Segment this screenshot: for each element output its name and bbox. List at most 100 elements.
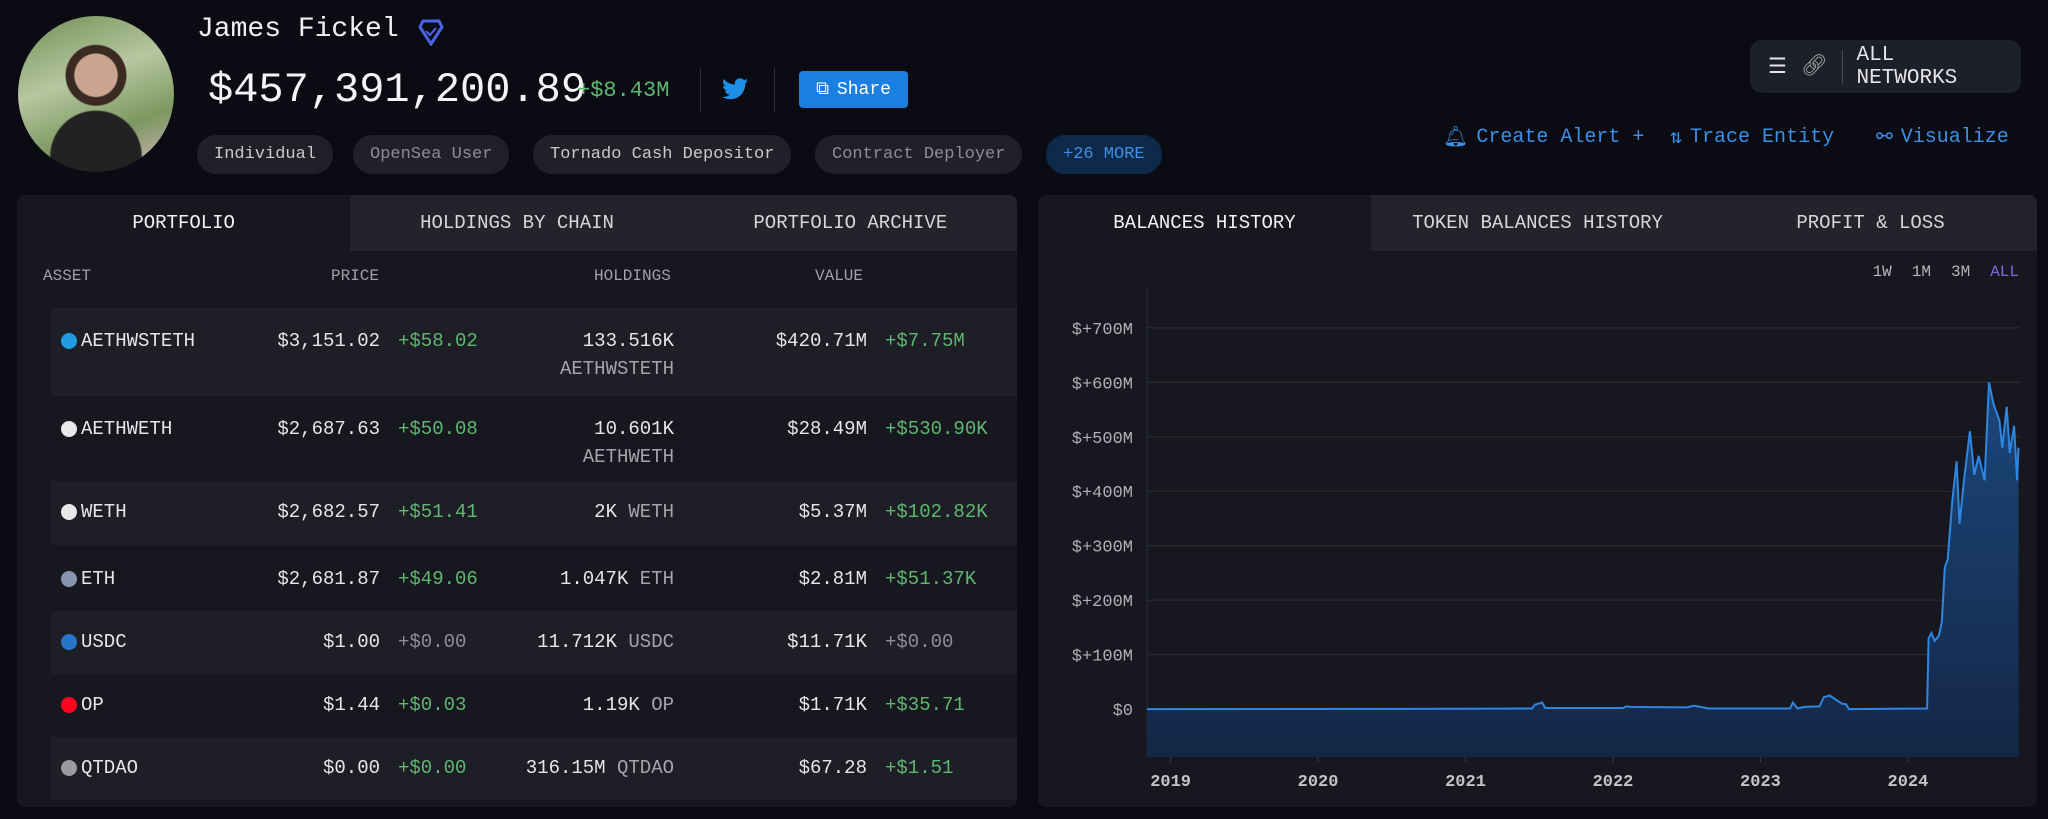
y-tick-label: $+500M — [1072, 430, 1133, 449]
trace-icon: ⇅ — [1670, 127, 1683, 150]
tag-individual[interactable]: Individual — [197, 135, 334, 174]
value: $5.37M — [798, 501, 867, 523]
holdings: 2K WETH — [594, 501, 674, 523]
trace-entity-button[interactable]: ⇅ Trace Entity — [1670, 124, 1835, 151]
divider — [700, 68, 701, 112]
visualize-button[interactable]: ⚯ Visualize — [1876, 124, 2009, 151]
filter-icon[interactable]: ☰ — [1768, 56, 1787, 80]
create-alert-label: Create Alert + — [1476, 125, 1645, 149]
holdings-unit: QTDAO — [616, 757, 674, 779]
y-tick-label: $+600M — [1072, 375, 1133, 394]
table-row[interactable]: WETH $2,682.57 +$51.41 2K WETH $5.37M +$102.8… — [51, 481, 1017, 545]
divider — [1841, 49, 1843, 84]
asset-name: ETH — [81, 568, 116, 590]
price-change: +$49.06 — [398, 568, 478, 590]
range-1m[interactable]: 1M — [1911, 263, 1931, 281]
tab-profit-loss[interactable]: PROFIT & LOSS — [1704, 195, 2037, 251]
holdings-unit: WETH — [628, 501, 674, 523]
y-tick-label: $0 — [1113, 702, 1133, 721]
share-button[interactable]: ⧉ Share — [799, 71, 908, 108]
value: $11.71K — [787, 631, 867, 653]
qtdao-icon — [61, 760, 77, 776]
holdings-unit: AETHWSTETH — [559, 358, 674, 380]
more-tags-button[interactable]: +26 MORE — [1046, 135, 1162, 174]
holdings: 10.601K — [594, 418, 674, 440]
asset-name: OP — [81, 694, 104, 716]
balance-area — [1147, 382, 2019, 757]
value: $1.71K — [798, 694, 867, 716]
y-tick-label: $+200M — [1072, 593, 1133, 612]
holdings: 133.516K — [582, 330, 674, 352]
portfolio-panel: PORTFOLIO HOLDINGS BY CHAIN PORTFOLIO AR… — [17, 195, 1017, 807]
verified-badge-icon — [418, 19, 444, 46]
tab-holdings-by-chain[interactable]: HOLDINGS BY CHAIN — [350, 195, 684, 251]
column-header-price[interactable]: PRICE — [331, 267, 380, 285]
holdings: 1.19K OP — [582, 694, 674, 716]
column-header-value[interactable]: VALUE — [815, 267, 864, 285]
network-selector[interactable]: ☰ 🔗︎ ALL NETWORKS — [1750, 40, 2021, 93]
x-tick-label: 2019 — [1150, 773, 1191, 792]
tag-tornado-cash-depositor[interactable]: Tornado Cash Depositor — [533, 135, 792, 174]
value: $67.28 — [798, 757, 867, 779]
table-row[interactable]: OP $1.44 +$0.03 1.19K OP $1.71K +$35.71 — [51, 674, 1017, 737]
table-row[interactable]: QTDAO $0.00 +$0.00 316.15M QTDAO $67.28 +$1.5… — [51, 737, 1017, 800]
x-tick-label: 2023 — [1740, 773, 1781, 792]
table-row[interactable]: AETHWETH $2,687.63 +$50.08 10.601K AETHWETH $… — [51, 396, 1017, 481]
y-tick-label: $+100M — [1072, 648, 1133, 667]
value: $28.49M — [787, 418, 867, 440]
trace-entity-label: Trace Entity — [1690, 125, 1835, 149]
asset-name: AETHWSTETH — [81, 330, 196, 352]
value-change: +$1.51 — [885, 757, 954, 779]
eth-icon — [61, 571, 77, 587]
link-icon[interactable]: 🔗︎ — [1800, 56, 1828, 79]
price-change: +$51.41 — [398, 501, 478, 523]
price: $1.44 — [322, 694, 380, 716]
value-change: +$0.00 — [885, 631, 954, 653]
value-change: +$530.90K — [885, 418, 988, 440]
x-tick-label: 2021 — [1445, 773, 1486, 792]
holdings: 1.047K ETH — [559, 568, 674, 590]
tab-portfolio-archive[interactable]: PORTFOLIO ARCHIVE — [683, 195, 1017, 251]
price: $0.00 — [322, 757, 380, 779]
network-label: ALL NETWORKS — [1856, 43, 1958, 90]
column-header-holdings[interactable]: HOLDINGS — [594, 267, 671, 285]
table-row[interactable]: ETH $2,681.87 +$49.06 1.047K ETH $2.81M +$51.… — [51, 548, 1017, 611]
price-change: +$50.08 — [398, 418, 478, 440]
create-alert-button[interactable]: 🔔︎ Create Alert + — [1443, 124, 1645, 151]
value-change: +$35.71 — [885, 694, 965, 716]
twitter-icon[interactable] — [722, 77, 748, 101]
share-label: Share — [836, 79, 891, 100]
value: $420.71M — [775, 330, 867, 352]
holdings: 316.15M QTDAO — [525, 757, 674, 779]
holdings-unit: AETHWETH — [582, 446, 674, 468]
range-all[interactable]: ALL — [1990, 263, 2019, 281]
asset-name: AETHWETH — [81, 418, 173, 440]
y-tick-label: $+700M — [1072, 321, 1133, 340]
holdings-unit: USDC — [628, 631, 674, 653]
tab-balances-history[interactable]: BALANCES HISTORY — [1038, 195, 1371, 251]
tag-contract-deployer[interactable]: Contract Deployer — [815, 135, 1023, 174]
x-tick-label: 2020 — [1298, 773, 1339, 792]
asset-name: QTDAO — [81, 757, 139, 779]
column-header-asset[interactable]: ASSET — [43, 267, 92, 285]
tab-portfolio[interactable]: PORTFOLIO — [17, 195, 351, 251]
balances-chart[interactable]: $0 $+100M $+200M $+300M $+400M $+500M $+600M $+… — [1038, 195, 2037, 807]
price: $2,687.63 — [277, 418, 380, 440]
range-1w[interactable]: 1W — [1872, 263, 1892, 281]
net-worth-change: +$8.43M — [577, 78, 670, 103]
price: $2,682.57 — [277, 501, 380, 523]
tab-token-balances-history[interactable]: TOKEN BALANCES HISTORY — [1371, 195, 1704, 251]
asset-name: USDC — [81, 631, 127, 653]
range-3m[interactable]: 3M — [1950, 263, 1971, 281]
table-row[interactable]: USDC $1.00 +$0.00 11.712K USDC $11.71K +$0.00 — [51, 611, 1017, 674]
value: $2.81M — [798, 568, 867, 590]
value-change: +$7.75M — [885, 330, 965, 352]
divider — [774, 68, 775, 112]
balance-line — [1146, 382, 2020, 711]
price: $3,151.02 — [277, 330, 380, 352]
entity-name: James Fickel — [197, 14, 399, 45]
x-tick-label: 2022 — [1593, 773, 1634, 792]
table-row[interactable]: AETHWSTETH $3,151.02 +$58.02 133.516K AETHWS… — [51, 308, 1017, 396]
op-icon — [61, 697, 77, 713]
tag-opensea-user[interactable]: OpenSea User — [353, 135, 510, 174]
